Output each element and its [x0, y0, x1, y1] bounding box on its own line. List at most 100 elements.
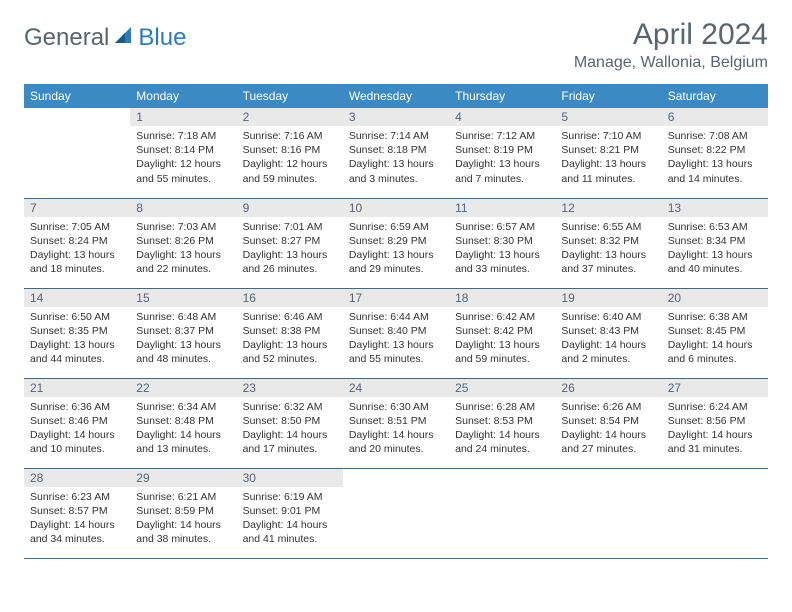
- day-detail-line: and 40 minutes.: [668, 262, 762, 276]
- logo: General Blue: [24, 24, 186, 52]
- calendar-day-cell: [662, 468, 768, 558]
- day-number: 18: [449, 289, 555, 307]
- day-details: Sunrise: 6:46 AMSunset: 8:38 PMDaylight:…: [237, 307, 343, 371]
- calendar-day-cell: 28Sunrise: 6:23 AMSunset: 8:57 PMDayligh…: [24, 468, 130, 558]
- day-detail-line: Sunset: 8:42 PM: [455, 324, 549, 338]
- day-number: 26: [555, 379, 661, 397]
- day-detail-line: and 11 minutes.: [561, 172, 655, 186]
- calendar-day-cell: 14Sunrise: 6:50 AMSunset: 8:35 PMDayligh…: [24, 288, 130, 378]
- day-detail-line: Daylight: 14 hours: [349, 428, 443, 442]
- day-detail-line: Sunrise: 6:55 AM: [561, 220, 655, 234]
- day-detail-line: Daylight: 13 hours: [30, 338, 124, 352]
- day-detail-line: Daylight: 13 hours: [349, 157, 443, 171]
- day-detail-line: and 22 minutes.: [136, 262, 230, 276]
- calendar-day-cell: 30Sunrise: 6:19 AMSunset: 9:01 PMDayligh…: [237, 468, 343, 558]
- day-detail-line: and 59 minutes.: [243, 172, 337, 186]
- day-detail-line: and 38 minutes.: [136, 532, 230, 546]
- logo-text-blue: Blue: [138, 24, 186, 52]
- day-detail-line: Sunset: 8:27 PM: [243, 234, 337, 248]
- day-detail-line: and 31 minutes.: [668, 442, 762, 456]
- day-detail-line: Sunrise: 7:05 AM: [30, 220, 124, 234]
- title-block: April 2024 Manage, Wallonia, Belgium: [574, 18, 768, 72]
- day-details: Sunrise: 7:14 AMSunset: 8:18 PMDaylight:…: [343, 126, 449, 190]
- calendar-day-cell: 25Sunrise: 6:28 AMSunset: 8:53 PMDayligh…: [449, 378, 555, 468]
- calendar-body: 1Sunrise: 7:18 AMSunset: 8:14 PMDaylight…: [24, 108, 768, 558]
- day-details: Sunrise: 7:05 AMSunset: 8:24 PMDaylight:…: [24, 217, 130, 281]
- day-number: 7: [24, 199, 130, 217]
- sail-icon: [113, 25, 135, 52]
- calendar-day-cell: 10Sunrise: 6:59 AMSunset: 8:29 PMDayligh…: [343, 198, 449, 288]
- day-number: 27: [662, 379, 768, 397]
- day-detail-line: Sunrise: 7:16 AM: [243, 129, 337, 143]
- day-detail-line: Daylight: 13 hours: [561, 157, 655, 171]
- day-detail-line: and 55 minutes.: [349, 352, 443, 366]
- day-details: Sunrise: 6:50 AMSunset: 8:35 PMDaylight:…: [24, 307, 130, 371]
- day-detail-line: Sunrise: 7:03 AM: [136, 220, 230, 234]
- day-detail-line: and 59 minutes.: [455, 352, 549, 366]
- day-detail-line: Sunrise: 6:38 AM: [668, 310, 762, 324]
- day-number: 16: [237, 289, 343, 307]
- header: General Blue April 2024 Manage, Wallonia…: [24, 18, 768, 72]
- day-details: [24, 112, 130, 119]
- weekday-header: Sunday: [24, 84, 130, 108]
- day-number: 4: [449, 108, 555, 126]
- day-detail-line: and 41 minutes.: [243, 532, 337, 546]
- day-detail-line: Sunrise: 7:12 AM: [455, 129, 549, 143]
- calendar-week-row: 1Sunrise: 7:18 AMSunset: 8:14 PMDaylight…: [24, 108, 768, 198]
- day-number: 23: [237, 379, 343, 397]
- calendar-day-cell: 16Sunrise: 6:46 AMSunset: 8:38 PMDayligh…: [237, 288, 343, 378]
- weekday-header: Tuesday: [237, 84, 343, 108]
- calendar-day-cell: 19Sunrise: 6:40 AMSunset: 8:43 PMDayligh…: [555, 288, 661, 378]
- day-detail-line: Daylight: 13 hours: [455, 248, 549, 262]
- day-details: Sunrise: 6:40 AMSunset: 8:43 PMDaylight:…: [555, 307, 661, 371]
- day-number: 1: [130, 108, 236, 126]
- day-detail-line: Daylight: 14 hours: [136, 518, 230, 532]
- weekday-header: Friday: [555, 84, 661, 108]
- day-detail-line: Daylight: 13 hours: [668, 157, 762, 171]
- day-details: Sunrise: 6:30 AMSunset: 8:51 PMDaylight:…: [343, 397, 449, 461]
- day-detail-line: Sunrise: 6:53 AM: [668, 220, 762, 234]
- day-detail-line: and 55 minutes.: [136, 172, 230, 186]
- day-detail-line: Daylight: 14 hours: [243, 518, 337, 532]
- day-detail-line: Daylight: 14 hours: [561, 338, 655, 352]
- day-number: 25: [449, 379, 555, 397]
- calendar-day-cell: [449, 468, 555, 558]
- day-details: Sunrise: 6:28 AMSunset: 8:53 PMDaylight:…: [449, 397, 555, 461]
- day-detail-line: Sunset: 8:56 PM: [668, 414, 762, 428]
- calendar-day-cell: 20Sunrise: 6:38 AMSunset: 8:45 PMDayligh…: [662, 288, 768, 378]
- day-detail-line: Sunset: 8:21 PM: [561, 143, 655, 157]
- day-number: 9: [237, 199, 343, 217]
- day-detail-line: and 27 minutes.: [561, 442, 655, 456]
- day-detail-line: Sunrise: 6:24 AM: [668, 400, 762, 414]
- day-detail-line: Sunrise: 6:48 AM: [136, 310, 230, 324]
- calendar-week-row: 21Sunrise: 6:36 AMSunset: 8:46 PMDayligh…: [24, 378, 768, 468]
- day-detail-line: Sunset: 8:19 PM: [455, 143, 549, 157]
- day-number: 12: [555, 199, 661, 217]
- day-detail-line: and 6 minutes.: [668, 352, 762, 366]
- day-number: 22: [130, 379, 236, 397]
- day-detail-line: and 3 minutes.: [349, 172, 443, 186]
- day-detail-line: and 29 minutes.: [349, 262, 443, 276]
- calendar-week-row: 28Sunrise: 6:23 AMSunset: 8:57 PMDayligh…: [24, 468, 768, 558]
- calendar-day-cell: 6Sunrise: 7:08 AMSunset: 8:22 PMDaylight…: [662, 108, 768, 198]
- day-detail-line: Sunset: 8:54 PM: [561, 414, 655, 428]
- day-detail-line: Daylight: 14 hours: [136, 428, 230, 442]
- day-detail-line: Sunrise: 7:10 AM: [561, 129, 655, 143]
- day-detail-line: and 26 minutes.: [243, 262, 337, 276]
- day-details: Sunrise: 7:10 AMSunset: 8:21 PMDaylight:…: [555, 126, 661, 190]
- day-detail-line: Sunset: 8:51 PM: [349, 414, 443, 428]
- day-detail-line: Sunrise: 6:59 AM: [349, 220, 443, 234]
- calendar-table: Sunday Monday Tuesday Wednesday Thursday…: [24, 84, 768, 559]
- day-details: [449, 473, 555, 480]
- calendar-day-cell: 3Sunrise: 7:14 AMSunset: 8:18 PMDaylight…: [343, 108, 449, 198]
- day-details: Sunrise: 6:57 AMSunset: 8:30 PMDaylight:…: [449, 217, 555, 281]
- day-number: 21: [24, 379, 130, 397]
- day-details: [662, 473, 768, 480]
- calendar-day-cell: 24Sunrise: 6:30 AMSunset: 8:51 PMDayligh…: [343, 378, 449, 468]
- day-detail-line: Sunrise: 6:32 AM: [243, 400, 337, 414]
- day-details: Sunrise: 6:36 AMSunset: 8:46 PMDaylight:…: [24, 397, 130, 461]
- day-detail-line: and 48 minutes.: [136, 352, 230, 366]
- day-detail-line: Sunrise: 6:57 AM: [455, 220, 549, 234]
- day-detail-line: Sunset: 8:50 PM: [243, 414, 337, 428]
- day-detail-line: Sunset: 8:43 PM: [561, 324, 655, 338]
